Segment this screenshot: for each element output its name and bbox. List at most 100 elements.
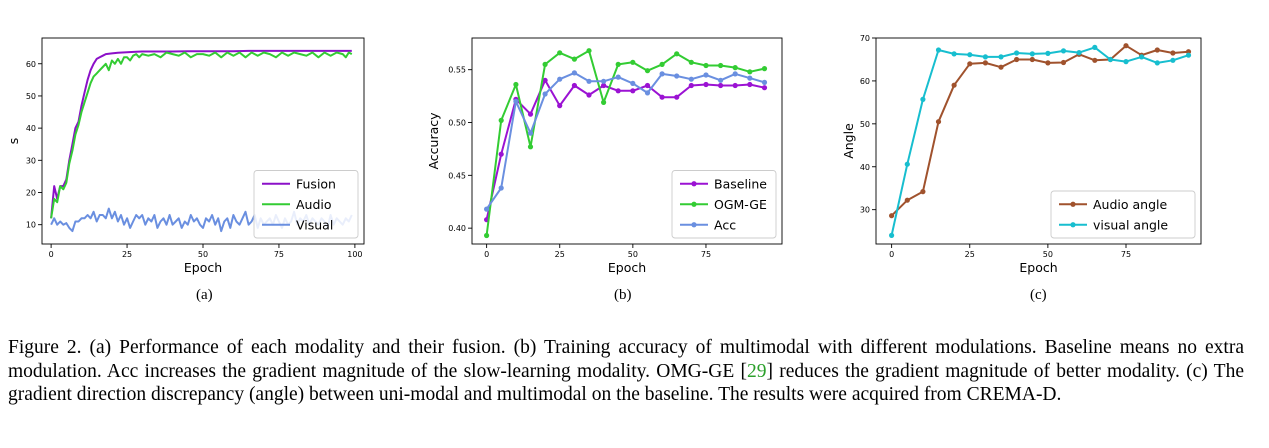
data-point-b-2 (484, 206, 490, 212)
x-tick-label-a: 75 (274, 250, 284, 259)
data-point-b-1 (615, 61, 621, 67)
data-point-c-1 (1076, 50, 1082, 56)
data-point-b-0 (498, 151, 504, 157)
x-tick-label-b: 50 (628, 250, 638, 259)
data-point-b-2 (557, 76, 563, 82)
legend-label-c-1: visual angle (1093, 217, 1168, 232)
data-point-b-1 (542, 61, 548, 67)
data-point-c-0 (904, 197, 910, 203)
panel-label-b: (b) (614, 287, 632, 303)
data-point-c-1 (1045, 50, 1051, 57)
caption-text-2: ] reduces the gradient magnitude of bett… (8, 360, 1244, 406)
data-point-b-2 (659, 71, 665, 77)
citation-link[interactable]: 29 (746, 360, 767, 382)
y-tick-label-b: 0.40 (448, 224, 466, 233)
y-tick-label-c: 50 (860, 120, 870, 129)
data-point-c-1 (982, 54, 989, 60)
data-point-c-1 (1029, 51, 1035, 57)
y-tick-label-a: 10 (26, 221, 36, 230)
data-point-b-1 (747, 69, 753, 75)
axes-frame-c (875, 37, 1202, 245)
data-point-c-1 (1107, 56, 1113, 63)
data-point-c-0 (920, 189, 926, 195)
y-axis-label-b: Accuracy (426, 112, 441, 170)
data-point-c-1 (935, 47, 942, 53)
legend-label-a-1: Audio (296, 197, 332, 212)
legend-c: Audio angle visual angle (1050, 190, 1196, 239)
data-point-b-1 (688, 59, 694, 65)
x-tick-label-a: 100 (347, 250, 362, 259)
data-point-b-2 (644, 90, 651, 96)
data-point-c-0 (1154, 47, 1160, 53)
data-point-b-0 (688, 82, 694, 89)
data-point-b-0 (747, 81, 753, 88)
data-point-b-0 (718, 82, 724, 89)
data-point-b-0 (703, 81, 709, 88)
data-point-b-0 (732, 82, 738, 89)
data-point-b-2 (747, 75, 753, 81)
data-point-b-0 (601, 82, 607, 89)
x-tick-label-c: 75 (1121, 250, 1131, 259)
data-point-c-1 (1185, 52, 1192, 58)
legend-label-b-1: OGM-GE (714, 197, 767, 212)
data-point-c-1 (1139, 54, 1145, 60)
legend-marker-b-2 (691, 222, 697, 228)
data-point-c-1 (1060, 48, 1067, 54)
data-point-b-2 (513, 98, 519, 104)
chart-a: 0 25 50 75 100 10 20 30 40 50 60 Epoch s Fusion Audio V… (6, 37, 365, 275)
data-point-b-0 (630, 88, 636, 94)
data-point-b-2 (571, 70, 578, 76)
y-tick-label-b: 0.50 (448, 119, 466, 128)
x-tick-label-b: 75 (701, 250, 711, 259)
y-tick-label-c: 40 (860, 163, 870, 172)
data-point-c-0 (935, 119, 942, 125)
data-point-b-0 (586, 92, 592, 98)
y-tick-label-b: 0.55 (448, 66, 466, 75)
data-point-b-1 (601, 99, 607, 105)
data-point-c-0 (967, 61, 973, 67)
data-point-b-2 (703, 72, 709, 78)
data-point-c-0 (889, 213, 895, 219)
legend-label-b-2: Acc (714, 217, 736, 232)
data-point-c-1 (889, 232, 895, 238)
data-point-b-1 (732, 65, 738, 71)
data-point-b-1 (674, 51, 680, 57)
series-line-c-1 (890, 46, 1189, 236)
x-axis-label-b: Epoch (608, 260, 646, 275)
chart-c: 0 25 50 75 30 40 50 60 70 Epoch Angle Audio angle vi… (841, 34, 1202, 275)
x-axis-label-c: Epoch (1019, 260, 1057, 275)
data-point-b-1 (586, 48, 592, 54)
data-point-b-0 (615, 88, 621, 94)
x-tick-label-a: 50 (198, 250, 208, 259)
data-point-b-0 (644, 82, 651, 89)
data-point-b-2 (542, 91, 548, 97)
axes-frame-b (471, 37, 783, 245)
data-point-b-2 (761, 79, 768, 85)
data-point-c-1 (951, 51, 957, 57)
chart-b: 0 25 50 75 0.40 0.45 0.50 0.55 Epoch Accuracy Base… (426, 37, 783, 275)
y-axis-label-c: Angle (841, 123, 856, 159)
panel-label-c: (c) (1030, 287, 1047, 303)
y-tick-label-c: 60 (860, 77, 870, 86)
data-point-b-2 (586, 78, 592, 84)
data-point-b-2 (527, 130, 534, 136)
y-tick-label-a: 30 (26, 156, 36, 165)
x-tick-label-a: 0 (49, 250, 54, 259)
legend-marker-b-0 (691, 181, 697, 187)
x-tick-label-c: 50 (1043, 250, 1053, 259)
data-point-b-1 (498, 117, 504, 123)
x-tick-label-b: 0 (484, 250, 489, 259)
legend-marker-c-1 (1070, 222, 1076, 228)
legend-marker-c-0 (1070, 201, 1076, 207)
data-point-c-0 (1045, 60, 1051, 66)
data-point-c-0 (998, 64, 1004, 70)
legend-box-a (253, 170, 359, 239)
panel-label-a: (a) (196, 287, 213, 303)
y-tick-label-c: 70 (860, 34, 870, 43)
data-point-c-1 (1154, 60, 1160, 66)
y-tick-label-a: 60 (26, 60, 36, 69)
data-point-c-0 (982, 60, 989, 66)
x-tick-label-c: 25 (965, 250, 975, 259)
legend-label-a-0: Fusion (296, 176, 336, 191)
